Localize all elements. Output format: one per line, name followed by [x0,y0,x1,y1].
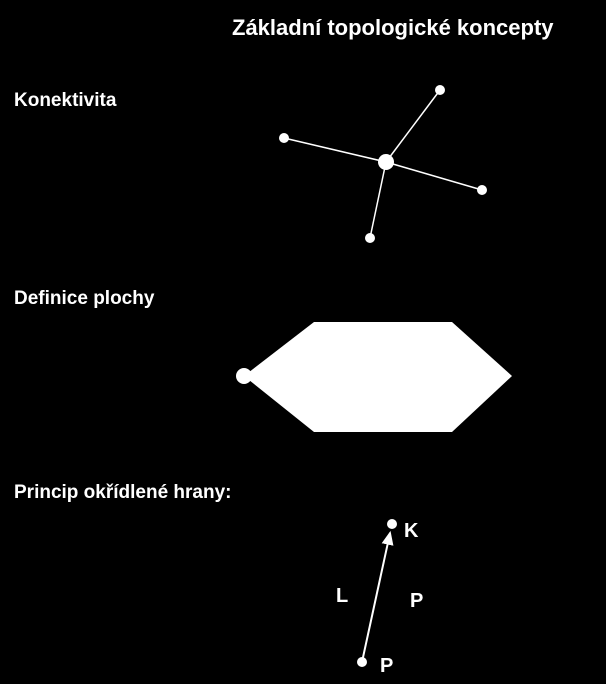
edge-label-k: K [404,520,418,543]
section-label-connectivity: Konektivita [14,90,116,112]
area-diagram [232,310,532,450]
page-title: Základní topologické koncepty [232,15,554,41]
section-label-area: Definice plochy [14,288,154,310]
connectivity-diagram [260,70,510,250]
edge-label-p-bottom: P [380,655,393,678]
edge-label-l: L [336,585,348,608]
edge-label-p-right: P [410,590,423,613]
section-label-winged-edge: Princip okřídlené hrany: [14,482,232,504]
